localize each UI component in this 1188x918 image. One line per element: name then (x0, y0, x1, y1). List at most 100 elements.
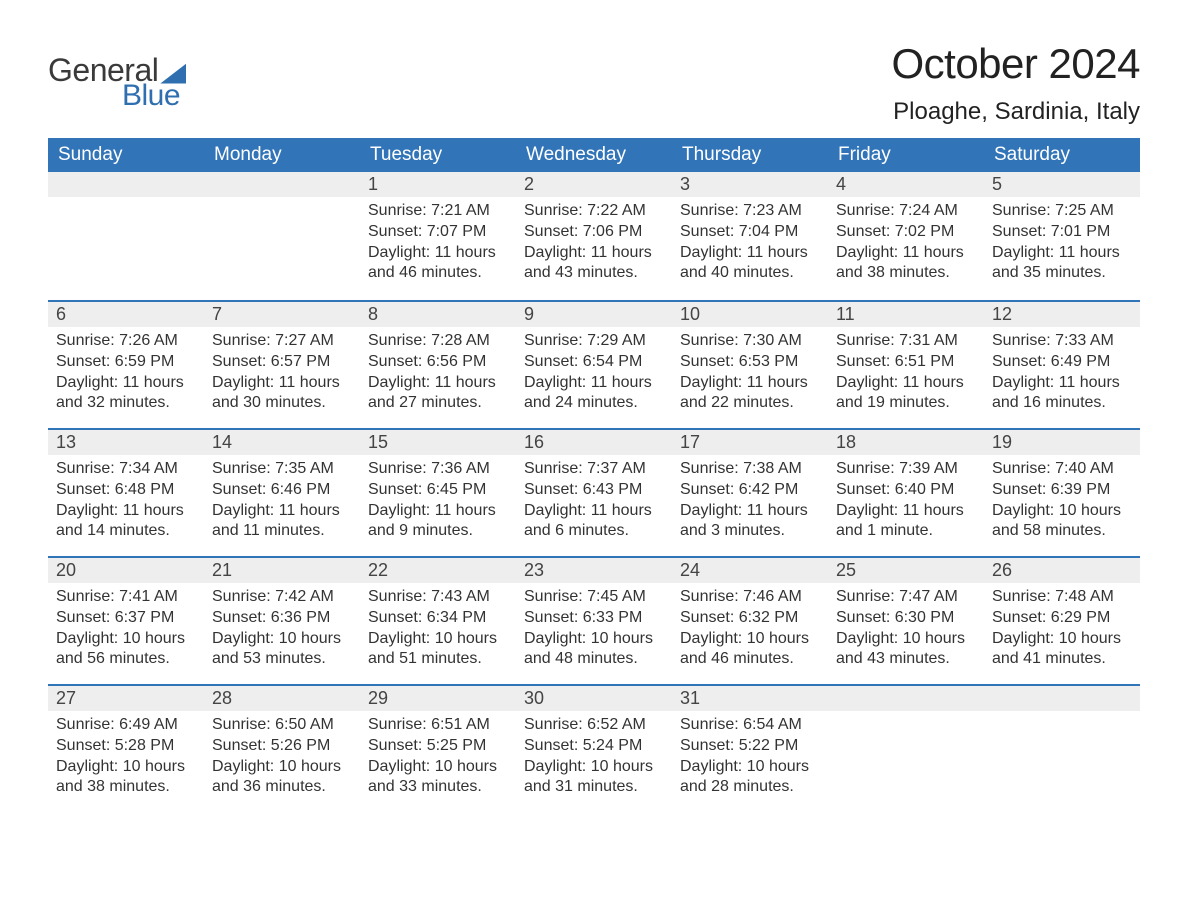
sunset-line: Sunset: 6:46 PM (212, 480, 352, 501)
sunrise-line: Sunrise: 6:52 AM (524, 715, 664, 736)
daylight-line: Daylight: 10 hours and 58 minutes. (992, 501, 1132, 543)
day-number: 23 (516, 556, 672, 583)
sunset-line: Sunset: 7:02 PM (836, 222, 976, 243)
daylight-line: Daylight: 11 hours and 6 minutes. (524, 501, 664, 543)
day-number: 10 (672, 300, 828, 327)
calendar-table: SundayMondayTuesdayWednesdayThursdayFrid… (48, 138, 1140, 812)
day-number: 17 (672, 428, 828, 455)
calendar-day-cell: 4Sunrise: 7:24 AMSunset: 7:02 PMDaylight… (828, 172, 984, 300)
day-details: Sunrise: 7:33 AMSunset: 6:49 PMDaylight:… (984, 327, 1140, 422)
sunset-line: Sunset: 6:59 PM (56, 352, 196, 373)
day-number: 29 (360, 684, 516, 711)
day-number: 27 (48, 684, 204, 711)
day-number: 20 (48, 556, 204, 583)
sunset-line: Sunset: 6:48 PM (56, 480, 196, 501)
day-details: Sunrise: 6:52 AMSunset: 5:24 PMDaylight:… (516, 711, 672, 806)
calendar-day-cell: 5 Sunrise: 7:25 AMSunset: 7:01 PMDaylight… (984, 172, 1140, 300)
sunset-line: Sunset: 6:51 PM (836, 352, 976, 373)
daylight-line: Daylight: 10 hours and 43 minutes. (836, 629, 976, 671)
daylight-line: Daylight: 11 hours and 35 minutes. (992, 243, 1132, 285)
sunset-line: Sunset: 6:42 PM (680, 480, 820, 501)
calendar-day-cell: 20Sunrise: 7:41 AMSunset: 6:37 PMDayligh… (48, 556, 204, 684)
weekday-header-row: SundayMondayTuesdayWednesdayThursdayFrid… (48, 138, 1140, 172)
day-number: 26 (984, 556, 1140, 583)
day-number: 25 (828, 556, 984, 583)
calendar-day-cell: 22Sunrise: 7:43 AMSunset: 6:34 PMDayligh… (360, 556, 516, 684)
day-details: Sunrise: 7:23 AMSunset: 7:04 PMDaylight:… (672, 197, 828, 292)
sunset-line: Sunset: 6:29 PM (992, 608, 1132, 629)
sunrise-line: Sunrise: 7:38 AM (680, 459, 820, 480)
day-number (984, 684, 1140, 711)
calendar-day-cell: 28Sunrise: 6:50 AMSunset: 5:26 PMDayligh… (204, 684, 360, 812)
daylight-line: Daylight: 11 hours and 19 minutes. (836, 373, 976, 415)
sunrise-line: Sunrise: 7:31 AM (836, 331, 976, 352)
calendar-day-cell: 14Sunrise: 7:35 AMSunset: 6:46 PMDayligh… (204, 428, 360, 556)
sunrise-line: Sunrise: 7:45 AM (524, 587, 664, 608)
day-number: 15 (360, 428, 516, 455)
sunrise-line: Sunrise: 7:35 AM (212, 459, 352, 480)
sunrise-line: Sunrise: 7:23 AM (680, 201, 820, 222)
sunset-line: Sunset: 6:54 PM (524, 352, 664, 373)
calendar-day-cell (204, 172, 360, 300)
calendar-day-cell: 13Sunrise: 7:34 AMSunset: 6:48 PMDayligh… (48, 428, 204, 556)
sunrise-line: Sunrise: 7:40 AM (992, 459, 1132, 480)
day-details: Sunrise: 7:26 AMSunset: 6:59 PMDaylight:… (48, 327, 204, 422)
calendar-day-cell: 17Sunrise: 7:38 AMSunset: 6:42 PMDayligh… (672, 428, 828, 556)
day-details: Sunrise: 7:31 AMSunset: 6:51 PMDaylight:… (828, 327, 984, 422)
sunset-line: Sunset: 6:36 PM (212, 608, 352, 629)
daylight-line: Daylight: 11 hours and 30 minutes. (212, 373, 352, 415)
day-number: 24 (672, 556, 828, 583)
calendar-day-cell (984, 684, 1140, 812)
daylight-line: Daylight: 10 hours and 53 minutes. (212, 629, 352, 671)
day-number (828, 684, 984, 711)
sunset-line: Sunset: 7:01 PM (992, 222, 1132, 243)
sunrise-line: Sunrise: 7:39 AM (836, 459, 976, 480)
day-details: Sunrise: 7:37 AMSunset: 6:43 PMDaylight:… (516, 455, 672, 550)
calendar-day-cell: 15Sunrise: 7:36 AMSunset: 6:45 PMDayligh… (360, 428, 516, 556)
day-number: 14 (204, 428, 360, 455)
day-number: 16 (516, 428, 672, 455)
weekday-header: Saturday (984, 138, 1140, 172)
calendar-day-cell: 7Sunrise: 7:27 AMSunset: 6:57 PMDaylight… (204, 300, 360, 428)
sunrise-line: Sunrise: 7:25 AM (992, 201, 1132, 222)
day-number: 1 (360, 172, 516, 197)
daylight-line: Daylight: 11 hours and 1 minute. (836, 501, 976, 543)
daylight-line: Daylight: 10 hours and 31 minutes. (524, 757, 664, 799)
sunrise-line: Sunrise: 6:50 AM (212, 715, 352, 736)
calendar-day-cell: 27Sunrise: 6:49 AMSunset: 5:28 PMDayligh… (48, 684, 204, 812)
day-details: Sunrise: 7:40 AMSunset: 6:39 PMDaylight:… (984, 455, 1140, 550)
calendar-day-cell: 25Sunrise: 7:47 AMSunset: 6:30 PMDayligh… (828, 556, 984, 684)
day-number: 8 (360, 300, 516, 327)
weekday-header: Thursday (672, 138, 828, 172)
sunrise-line: Sunrise: 7:26 AM (56, 331, 196, 352)
sunrise-line: Sunrise: 7:46 AM (680, 587, 820, 608)
sunrise-line: Sunrise: 7:21 AM (368, 201, 508, 222)
sunset-line: Sunset: 6:49 PM (992, 352, 1132, 373)
day-number: 5 (984, 172, 1140, 197)
calendar-week-row: 20Sunrise: 7:41 AMSunset: 6:37 PMDayligh… (48, 556, 1140, 684)
sunrise-line: Sunrise: 7:42 AM (212, 587, 352, 608)
sunrise-line: Sunrise: 6:49 AM (56, 715, 196, 736)
sunrise-line: Sunrise: 7:43 AM (368, 587, 508, 608)
calendar-week-row: 1Sunrise: 7:21 AMSunset: 7:07 PMDaylight… (48, 172, 1140, 300)
daylight-line: Daylight: 10 hours and 51 minutes. (368, 629, 508, 671)
sunset-line: Sunset: 6:53 PM (680, 352, 820, 373)
sunset-line: Sunset: 5:22 PM (680, 736, 820, 757)
day-details: Sunrise: 7:46 AMSunset: 6:32 PMDaylight:… (672, 583, 828, 678)
day-details: Sunrise: 7:28 AMSunset: 6:56 PMDaylight:… (360, 327, 516, 422)
day-number: 13 (48, 428, 204, 455)
daylight-line: Daylight: 10 hours and 41 minutes. (992, 629, 1132, 671)
sunrise-line: Sunrise: 7:27 AM (212, 331, 352, 352)
daylight-line: Daylight: 11 hours and 24 minutes. (524, 373, 664, 415)
day-number: 11 (828, 300, 984, 327)
weekday-header: Wednesday (516, 138, 672, 172)
sunrise-line: Sunrise: 7:48 AM (992, 587, 1132, 608)
daylight-line: Daylight: 11 hours and 9 minutes. (368, 501, 508, 543)
day-number: 31 (672, 684, 828, 711)
sunrise-line: Sunrise: 7:47 AM (836, 587, 976, 608)
logo-word-blue: Blue (122, 79, 180, 113)
calendar-week-row: 6Sunrise: 7:26 AMSunset: 6:59 PMDaylight… (48, 300, 1140, 428)
daylight-line: Daylight: 10 hours and 56 minutes. (56, 629, 196, 671)
day-number: 22 (360, 556, 516, 583)
calendar-day-cell: 11Sunrise: 7:31 AMSunset: 6:51 PMDayligh… (828, 300, 984, 428)
